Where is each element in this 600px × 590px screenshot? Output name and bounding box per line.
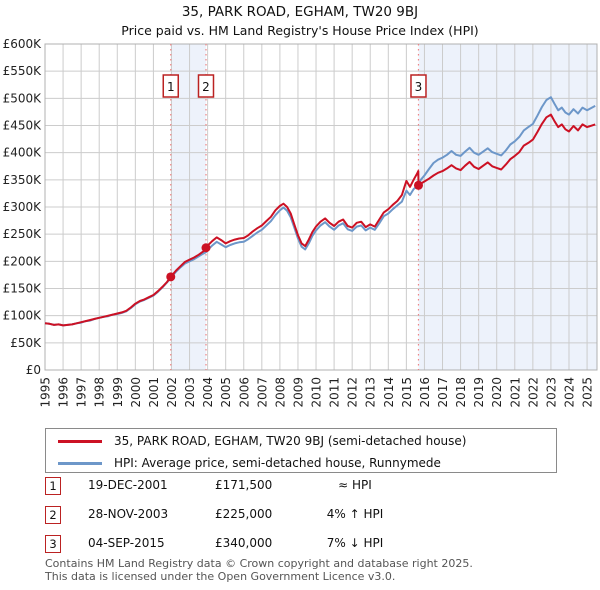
svg-text:2019: 2019: [472, 377, 486, 408]
legend-label-hpi: HPI: Average price, semi-detached house,…: [114, 456, 441, 470]
svg-text:2017: 2017: [436, 377, 450, 408]
svg-text:2023: 2023: [544, 377, 558, 408]
chart-subtitle: Price paid vs. HM Land Registry's House …: [121, 23, 479, 38]
svg-text:£50K: £50K: [10, 336, 42, 350]
sale-number-badge: 2: [45, 506, 61, 524]
price-chart: 1 2 3£0£50K£100K£150K£200K£250K£300K£350K£…: [3, 37, 598, 408]
sale-date: 28-NOV-2003: [88, 507, 169, 521]
table-row: 1 19-DEC-2001 £171,500 ≈ HPI: [45, 476, 585, 505]
sales-table: 1 19-DEC-2001 £171,500 ≈ HPI 2 28-NOV-20…: [45, 476, 585, 563]
svg-text:1998: 1998: [93, 377, 107, 408]
sale-dot-2: [201, 243, 211, 253]
legend-line-property: [58, 440, 102, 443]
svg-text:£500K: £500K: [3, 91, 43, 105]
sale-hpi-relation: 4% ↑ HPI: [326, 507, 384, 521]
legend-line-hpi: [58, 462, 102, 465]
svg-text:£350K: £350K: [3, 173, 43, 187]
sale-date: 04-SEP-2015: [88, 536, 165, 550]
svg-text:£550K: £550K: [3, 64, 43, 78]
plot-border: [44, 43, 598, 371]
sale-marker-box-3: [410, 74, 427, 98]
chart-title: 35, PARK ROAD, EGHAM, TW20 9BJ: [181, 4, 419, 20]
sale-hpi-relation: ≈ HPI: [338, 478, 372, 492]
license-line-1: Contains HM Land Registry data © Crown c…: [45, 557, 473, 570]
sale-price: £340,000: [215, 536, 273, 550]
svg-text:2024: 2024: [562, 377, 576, 408]
legend-row-property: 35, PARK ROAD, EGHAM, TW20 9BJ (semi-det…: [46, 431, 556, 451]
sale-marker-box-2: [197, 74, 215, 98]
sale-dot-1: [166, 272, 176, 282]
svg-text:£400K: £400K: [3, 146, 43, 160]
svg-text:2022: 2022: [526, 377, 540, 408]
svg-text:2012: 2012: [346, 377, 360, 408]
svg-text:2002: 2002: [165, 377, 179, 408]
y-axis-labels: £0 £50K £100K £150K £200K £250K £300K £350K £400…: [3, 37, 43, 377]
svg-text:£0: £0: [26, 363, 41, 377]
svg-text:2003: 2003: [183, 377, 197, 408]
svg-text:2006: 2006: [237, 377, 251, 408]
svg-text:2000: 2000: [129, 377, 143, 408]
sale-marker-number-3: 3: [415, 80, 423, 94]
sale-price: £225,000: [215, 507, 273, 521]
license-footer: Contains HM Land Registry data © Crown c…: [45, 557, 473, 583]
svg-text:£250K: £250K: [3, 227, 43, 241]
svg-text:2014: 2014: [382, 377, 396, 408]
svg-text:2004: 2004: [201, 377, 215, 408]
legend: 35, PARK ROAD, EGHAM, TW20 9BJ (semi-det…: [45, 428, 557, 473]
sale-marker-number-1: 1: [167, 80, 175, 94]
table-row: 3 04-SEP-2015 £340,000 7% ↓ HPI: [45, 534, 585, 563]
svg-text:1999: 1999: [111, 377, 125, 408]
sale-dot-3: [413, 180, 423, 190]
sale-date: 19-DEC-2001: [88, 478, 168, 492]
svg-text:£600K: £600K: [3, 37, 43, 51]
legend-row-hpi: HPI: Average price, semi-detached house,…: [46, 453, 556, 473]
sale-number-badge: 3: [45, 535, 61, 553]
svg-text:2021: 2021: [508, 377, 522, 408]
legend-label-property: 35, PARK ROAD, EGHAM, TW20 9BJ (semi-det…: [114, 434, 467, 448]
svg-text:2007: 2007: [255, 377, 269, 408]
svg-text:2010: 2010: [310, 377, 324, 408]
svg-text:2013: 2013: [364, 377, 378, 408]
svg-text:£150K: £150K: [3, 282, 43, 296]
svg-text:2008: 2008: [273, 377, 287, 408]
property-line: [44, 113, 596, 327]
svg-text:2011: 2011: [328, 377, 342, 408]
svg-text:2020: 2020: [490, 377, 504, 408]
svg-text:1997: 1997: [75, 377, 89, 408]
svg-text:£200K: £200K: [3, 254, 43, 268]
svg-text:1996: 1996: [57, 377, 71, 408]
table-row: 2 28-NOV-2003 £225,000 4% ↑ HPI: [45, 505, 585, 534]
svg-text:£300K: £300K: [3, 200, 43, 214]
svg-text:2001: 2001: [147, 377, 161, 408]
svg-text:£450K: £450K: [3, 119, 43, 133]
sale-marker-number-2: 2: [202, 80, 210, 94]
svg-text:2005: 2005: [219, 377, 233, 408]
license-line-2: This data is licensed under the Open Gov…: [45, 570, 396, 583]
sale-number-badge: 1: [45, 477, 61, 495]
x-axis-labels: 1995 1996 1997 1998 1999 2000 2001 2002 2003 2004…: [39, 377, 595, 408]
svg-text:1995: 1995: [39, 377, 53, 408]
svg-text:2025: 2025: [581, 377, 595, 408]
svg-text:2015: 2015: [400, 377, 414, 408]
svg-text:2009: 2009: [291, 377, 305, 408]
sale-marker-box-1: [162, 74, 180, 98]
svg-text:£100K: £100K: [3, 309, 43, 323]
svg-text:2018: 2018: [454, 377, 468, 408]
sale-hpi-relation: 7% ↓ HPI: [326, 536, 384, 550]
svg-text:2016: 2016: [418, 377, 432, 408]
sale-price: £171,500: [215, 478, 273, 492]
